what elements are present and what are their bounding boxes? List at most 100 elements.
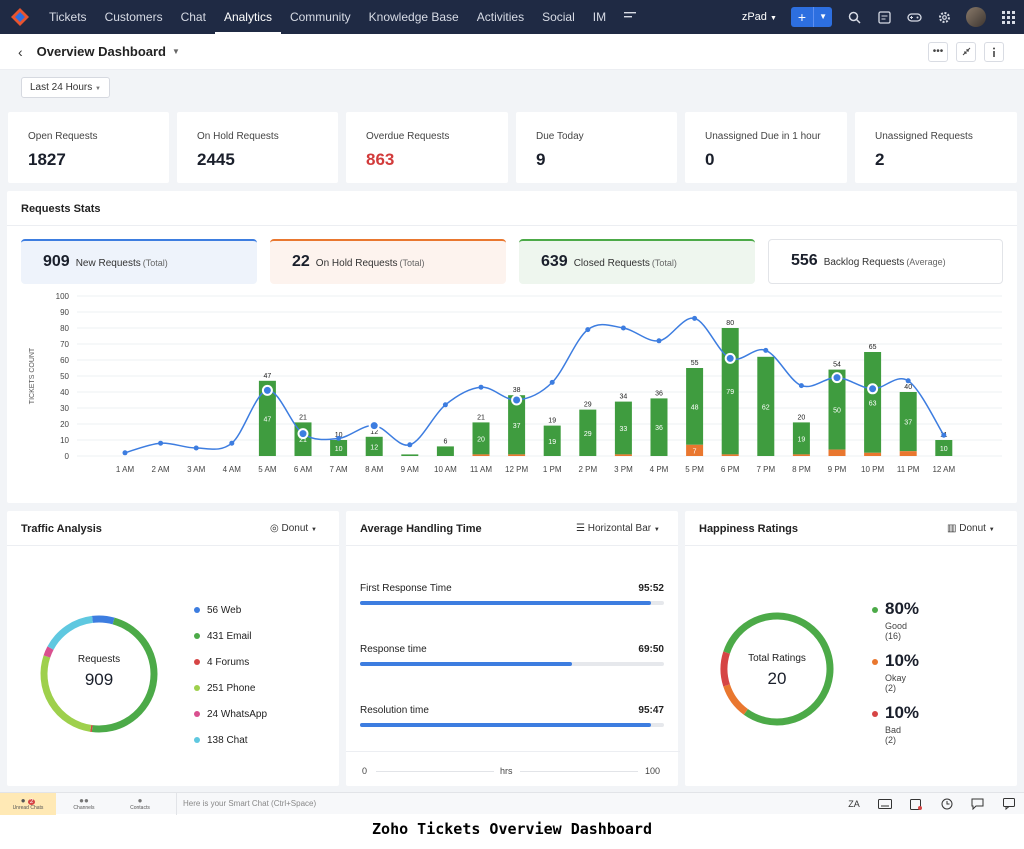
legend-label: 56 Web [207,604,242,616]
kpi-open-requests[interactable]: Open Requests 1827 [8,112,169,183]
bar-total-label: 65 [869,344,877,351]
trend-point [585,327,591,333]
bar-inner-label: 10 [335,446,343,453]
trend-point-highlight [831,372,843,384]
stat-new-requests[interactable]: 909 New Requests (Total) [21,239,257,284]
app-logo[interactable] [0,0,40,34]
kpi-overdue-requests[interactable]: Overdue Requests 863 [346,112,508,183]
trend-point [905,378,911,384]
legend-item-chat[interactable]: 138 Chat [194,727,267,753]
trend-point [407,442,413,448]
collapse-icon[interactable] [956,41,976,62]
tab-community[interactable]: Community [289,10,351,24]
people-icon: ●● [79,796,89,805]
bar-green [614,401,632,455]
legend-label: 138 Chat [207,734,248,746]
tab-social[interactable]: Social [542,10,575,24]
stat-on-hold-requests[interactable]: 22 On Hold Requests (Total) [270,239,506,284]
trend-line [124,317,945,454]
zpad-menu[interactable]: zPad ▼ [742,11,777,23]
divider [7,545,339,546]
translate-icon[interactable]: ZA [848,798,860,809]
legend-item-whatsapp[interactable]: 24 WhatsApp [194,701,267,727]
x-tick-label: 1 PM [543,465,562,474]
legend-dot [872,711,878,717]
clock-icon[interactable] [940,797,954,811]
tab-analytics[interactable]: Analytics [214,0,281,34]
search-icon[interactable] [846,9,862,25]
info-icon[interactable] [984,41,1004,62]
bar-inner-label: 37 [513,423,521,430]
kpi-unassigned-requests[interactable]: Unassigned Requests 2 [855,112,1017,183]
bar-inner-label: 21 [299,437,307,444]
top-navigation: Tickets Customers Chat Analytics Communi… [0,0,1024,34]
stat-label: Backlog Requests [823,257,905,268]
tab-chat[interactable]: Chat [180,10,206,24]
chart-type-dropdown[interactable]: ◎ Donut ▼ [270,523,317,534]
app-grid-icon[interactable] [1000,9,1016,25]
kpi-due-today[interactable]: Due Today 9 [516,112,677,183]
chat-bubble-icon: ● 2 [20,796,36,805]
tab-knowledge-base[interactable]: Knowledge Base [368,10,459,24]
tab-im[interactable]: IM [592,10,607,24]
legend-item-web[interactable]: 56 Web [194,597,267,623]
stat-number: 556 [791,252,818,269]
bar-inner-label: 29 [584,431,592,438]
keyboard-icon[interactable] [878,797,892,811]
smart-chat-input[interactable]: Here is your Smart Chat (Ctrl+Space) [176,792,847,815]
contact-icon: ● [137,796,143,805]
channels-button[interactable]: ●● Channels [56,793,112,815]
filter-bar: Last 24 Hours ▼ [0,70,1024,106]
bar-green [650,398,668,456]
bar-green [508,395,526,455]
notes-icon[interactable] [876,9,892,25]
tab-tickets[interactable]: Tickets [49,10,87,24]
stat-backlog-requests[interactable]: 556 Backlog Requests (Average) [768,239,1003,284]
dashboard-title[interactable]: Overview Dashboard [36,44,166,59]
settings-gear-icon[interactable] [936,9,952,25]
add-dropdown-caret-icon[interactable]: ▼ [813,7,832,27]
more-options-icon[interactable]: ••• [928,41,948,62]
trend-point [620,325,626,331]
legend-item-email[interactable]: 431 Email [194,623,267,649]
y-tick-label: 80 [60,324,69,333]
bar-orange [899,451,917,456]
gamepad-icon[interactable] [906,9,922,25]
bar-inner-label: 47 [264,416,272,423]
back-arrow-icon[interactable]: ‹ [18,43,23,60]
y-tick-label: 100 [56,292,70,301]
unread-count-badge: 2 [27,799,36,805]
comment-icon[interactable] [1002,797,1016,811]
bar-inner-label: 79 [726,389,734,396]
aht-track [360,723,664,727]
bar-inner-label: 19 [798,436,806,443]
tab-customers[interactable]: Customers [104,10,163,24]
chart-type-dropdown[interactable]: ▥ Donut ▼ [947,523,995,534]
x-tick-label: 3 PM [614,465,633,474]
calendar-alert-icon[interactable] [909,797,923,811]
legend-item-forums[interactable]: 4 Forums [194,649,267,675]
trend-point [336,435,342,441]
tab-activities[interactable]: Activities [476,10,525,24]
dashboard-switch-chevron-icon[interactable]: ▼ [172,47,180,56]
kpi-unassigned-due-1-hour[interactable]: Unassigned Due in 1 hour 0 [685,112,847,183]
kpi-value: 9 [536,150,546,169]
bar-green [899,392,917,452]
unread-chats-button[interactable]: ● 2 Unread Chats [0,792,56,815]
add-button[interactable]: + ▼ [790,7,832,27]
chat-icon[interactable] [971,797,985,811]
aht-track [360,662,664,666]
kpi-label: Due Today [536,131,584,142]
kpi-on-hold-requests[interactable]: On Hold Requests 2445 [177,112,338,183]
legend-dot [194,685,200,691]
stat-closed-requests[interactable]: 639 Closed Requests (Total) [519,239,755,284]
chart-type-dropdown[interactable]: ☰ Horizontal Bar ▼ [576,523,660,534]
legend-dot [872,659,878,665]
more-menu-icon[interactable] [615,0,645,34]
contacts-button[interactable]: ● Contacts [112,793,168,815]
user-avatar[interactable] [966,7,986,27]
trend-point [193,445,199,451]
time-range-filter[interactable]: Last 24 Hours ▼ [21,77,110,98]
axis-unit: hrs [500,766,513,776]
legend-item-phone[interactable]: 251 Phone [194,675,267,701]
